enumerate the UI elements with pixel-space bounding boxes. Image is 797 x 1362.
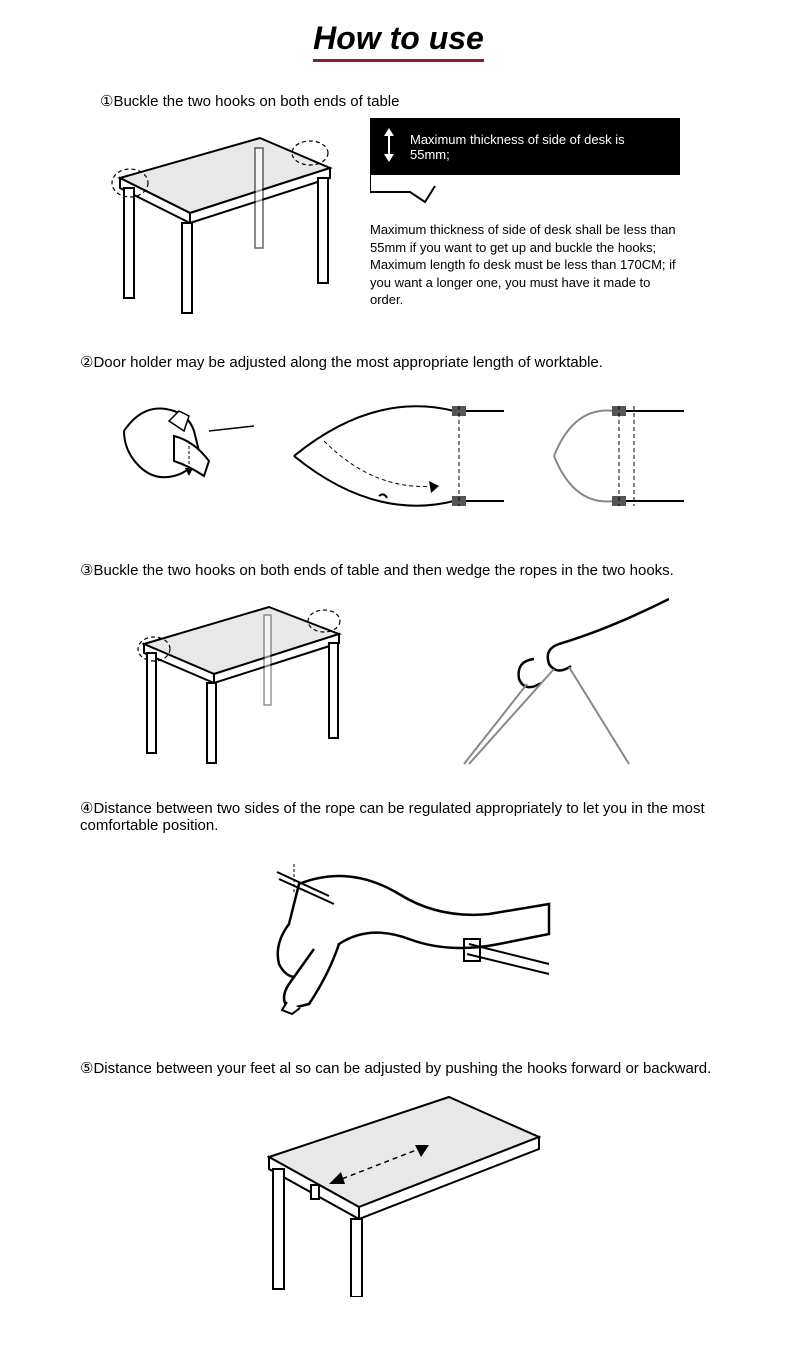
step2-label: ②Door holder may be adjusted along the m… xyxy=(80,353,757,371)
step3-label: ③Buckle the two hooks on both ends of ta… xyxy=(80,561,757,579)
thickness-callout: Maximum thickness of side of desk is 55m… xyxy=(370,118,680,175)
step1-row: Maximum thickness of side of desk is 55m… xyxy=(100,118,757,323)
callout-tail-icon xyxy=(370,174,680,209)
title-wrap: How to use xyxy=(40,20,757,62)
page-title: How to use xyxy=(313,20,484,62)
step4-feet-diagram xyxy=(239,844,559,1024)
step3-hook-diagram xyxy=(409,589,669,769)
instruction-page: How to use ①Buckle the two hooks on both… xyxy=(0,0,797,1362)
step2-hands-icon xyxy=(114,381,254,531)
step4-diagram-wrap xyxy=(40,844,757,1029)
callout-text: Maximum thickness of side of desk is 55m… xyxy=(410,132,666,162)
step2-diagrams xyxy=(40,381,757,531)
step5-diagram-wrap xyxy=(40,1087,757,1302)
step3-diagrams xyxy=(40,589,757,769)
step2-curve-diagram xyxy=(284,381,504,531)
thickness-arrow-icon xyxy=(380,128,398,165)
step1-label: ①Buckle the two hooks on both ends of ta… xyxy=(100,92,757,110)
step1-callout-col: Maximum thickness of side of desk is 55m… xyxy=(370,118,680,323)
step5-label: ⑤Distance between your feet al so can be… xyxy=(80,1059,757,1077)
step2-narrow-diagram xyxy=(534,381,684,531)
step3-table-diagram xyxy=(129,589,349,769)
step1-desc: Maximum thickness of side of desk shall … xyxy=(370,221,680,309)
step4-label: ④Distance between two sides of the rope … xyxy=(80,799,757,834)
step5-table-corner-diagram xyxy=(249,1087,549,1297)
step1-table-diagram xyxy=(100,118,340,323)
